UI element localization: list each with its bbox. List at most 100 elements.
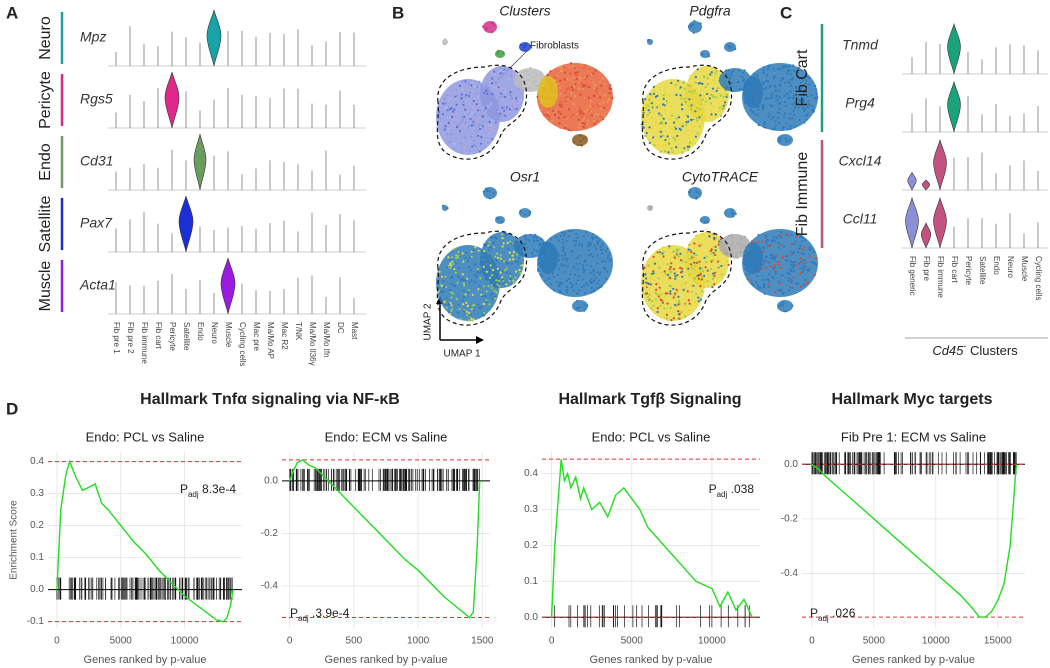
umap-cell xyxy=(490,246,493,249)
umap-cell xyxy=(780,137,783,140)
umap-cell xyxy=(463,284,466,287)
umap-cell xyxy=(547,277,550,280)
umap-cell xyxy=(504,232,507,235)
umap-cell xyxy=(741,71,744,75)
umap-cell xyxy=(576,307,579,310)
umap-cell xyxy=(665,99,668,103)
umap-cell xyxy=(439,290,442,293)
umap-cell xyxy=(686,281,689,284)
umap-cell xyxy=(560,254,563,257)
umap-cell xyxy=(562,245,565,248)
umap-cell xyxy=(588,86,591,89)
umap-cell xyxy=(603,106,606,109)
umap-cell xyxy=(665,313,668,316)
umap-cell xyxy=(490,71,493,74)
umap-cell xyxy=(557,284,560,287)
umap-cell xyxy=(444,38,447,41)
umap-cell xyxy=(563,232,566,235)
umap-cell xyxy=(792,264,795,267)
umap-cell xyxy=(488,132,491,135)
umap-cell xyxy=(443,43,446,46)
umap-cell xyxy=(699,82,702,85)
umap-cell xyxy=(447,97,451,100)
umap-cell xyxy=(596,120,599,123)
umap-cell xyxy=(464,279,467,282)
umap-cell xyxy=(508,93,511,96)
umap-cell xyxy=(472,303,476,307)
umap-cell xyxy=(543,113,546,116)
umap-cell xyxy=(762,105,765,108)
umap-cell xyxy=(763,126,766,129)
umap-cell xyxy=(680,284,683,287)
umap-cell xyxy=(598,91,601,94)
umap-cell xyxy=(523,213,527,216)
umap-cell xyxy=(796,75,799,78)
umap-cell xyxy=(480,129,483,133)
umap-cell xyxy=(794,282,798,285)
umap-cell xyxy=(693,130,696,133)
umap-cell xyxy=(462,103,465,106)
umap-cell xyxy=(681,122,684,125)
umap-cell xyxy=(709,102,712,105)
umap-cell xyxy=(693,20,696,23)
chart-title: Endo: PCL vs Saline xyxy=(86,429,205,444)
umap-cell xyxy=(765,260,768,263)
umap-cell xyxy=(692,284,695,287)
umap-cell xyxy=(565,259,568,262)
umap-cell xyxy=(703,66,706,69)
umap-cell xyxy=(687,267,690,270)
umap-cell xyxy=(660,114,663,117)
umap-cell xyxy=(681,108,684,111)
umap-cell xyxy=(645,281,648,284)
umap-cell xyxy=(607,254,610,257)
x-tick-label: 1000 xyxy=(407,636,430,647)
umap-cell xyxy=(590,114,593,117)
umap-cell xyxy=(792,64,795,67)
umap-cell xyxy=(462,100,465,103)
umap-cell xyxy=(503,260,506,263)
umap-cell xyxy=(764,233,767,236)
umap-cell xyxy=(715,89,718,92)
umap-cell xyxy=(481,125,484,128)
umap-cell xyxy=(715,115,718,118)
umap-cell xyxy=(604,111,607,114)
umap-cell xyxy=(440,118,443,121)
umap-cell xyxy=(815,98,818,101)
umap-cell xyxy=(608,98,611,101)
umap-cell xyxy=(659,292,662,295)
umap-cell xyxy=(758,251,761,254)
umap-cell xyxy=(474,113,477,116)
umap-cell xyxy=(776,99,779,102)
umap-cell xyxy=(573,85,576,88)
umap-cell xyxy=(727,263,730,267)
umap-cell xyxy=(677,295,680,298)
umap-cell xyxy=(712,96,715,99)
umap-cell xyxy=(691,84,694,87)
umap-cell xyxy=(699,267,702,270)
umap-cell xyxy=(805,282,808,285)
umap-cell xyxy=(561,282,564,285)
umap-cell xyxy=(485,89,488,92)
umap-cell xyxy=(532,81,535,84)
umap-cell xyxy=(557,239,560,242)
umap-cell xyxy=(777,263,780,266)
umap-cell xyxy=(675,93,678,96)
umap-cell xyxy=(767,97,770,100)
umap-cell xyxy=(788,138,791,142)
umap-cell xyxy=(479,123,482,126)
umap-cell xyxy=(478,103,481,106)
umap-cell xyxy=(578,254,581,257)
umap-cell xyxy=(561,103,564,106)
umap-cell xyxy=(589,243,592,246)
umap-cell xyxy=(777,289,780,292)
umap-cell xyxy=(558,289,561,292)
umap-cell xyxy=(441,113,445,116)
umap-cell xyxy=(584,77,587,81)
umap-cell xyxy=(481,120,484,123)
umap-cell xyxy=(693,242,696,245)
umap-cell xyxy=(565,118,568,121)
umap-cell xyxy=(662,134,665,137)
umap-cell xyxy=(506,241,509,245)
umap-cell xyxy=(777,137,780,140)
umap-cell xyxy=(775,94,778,97)
